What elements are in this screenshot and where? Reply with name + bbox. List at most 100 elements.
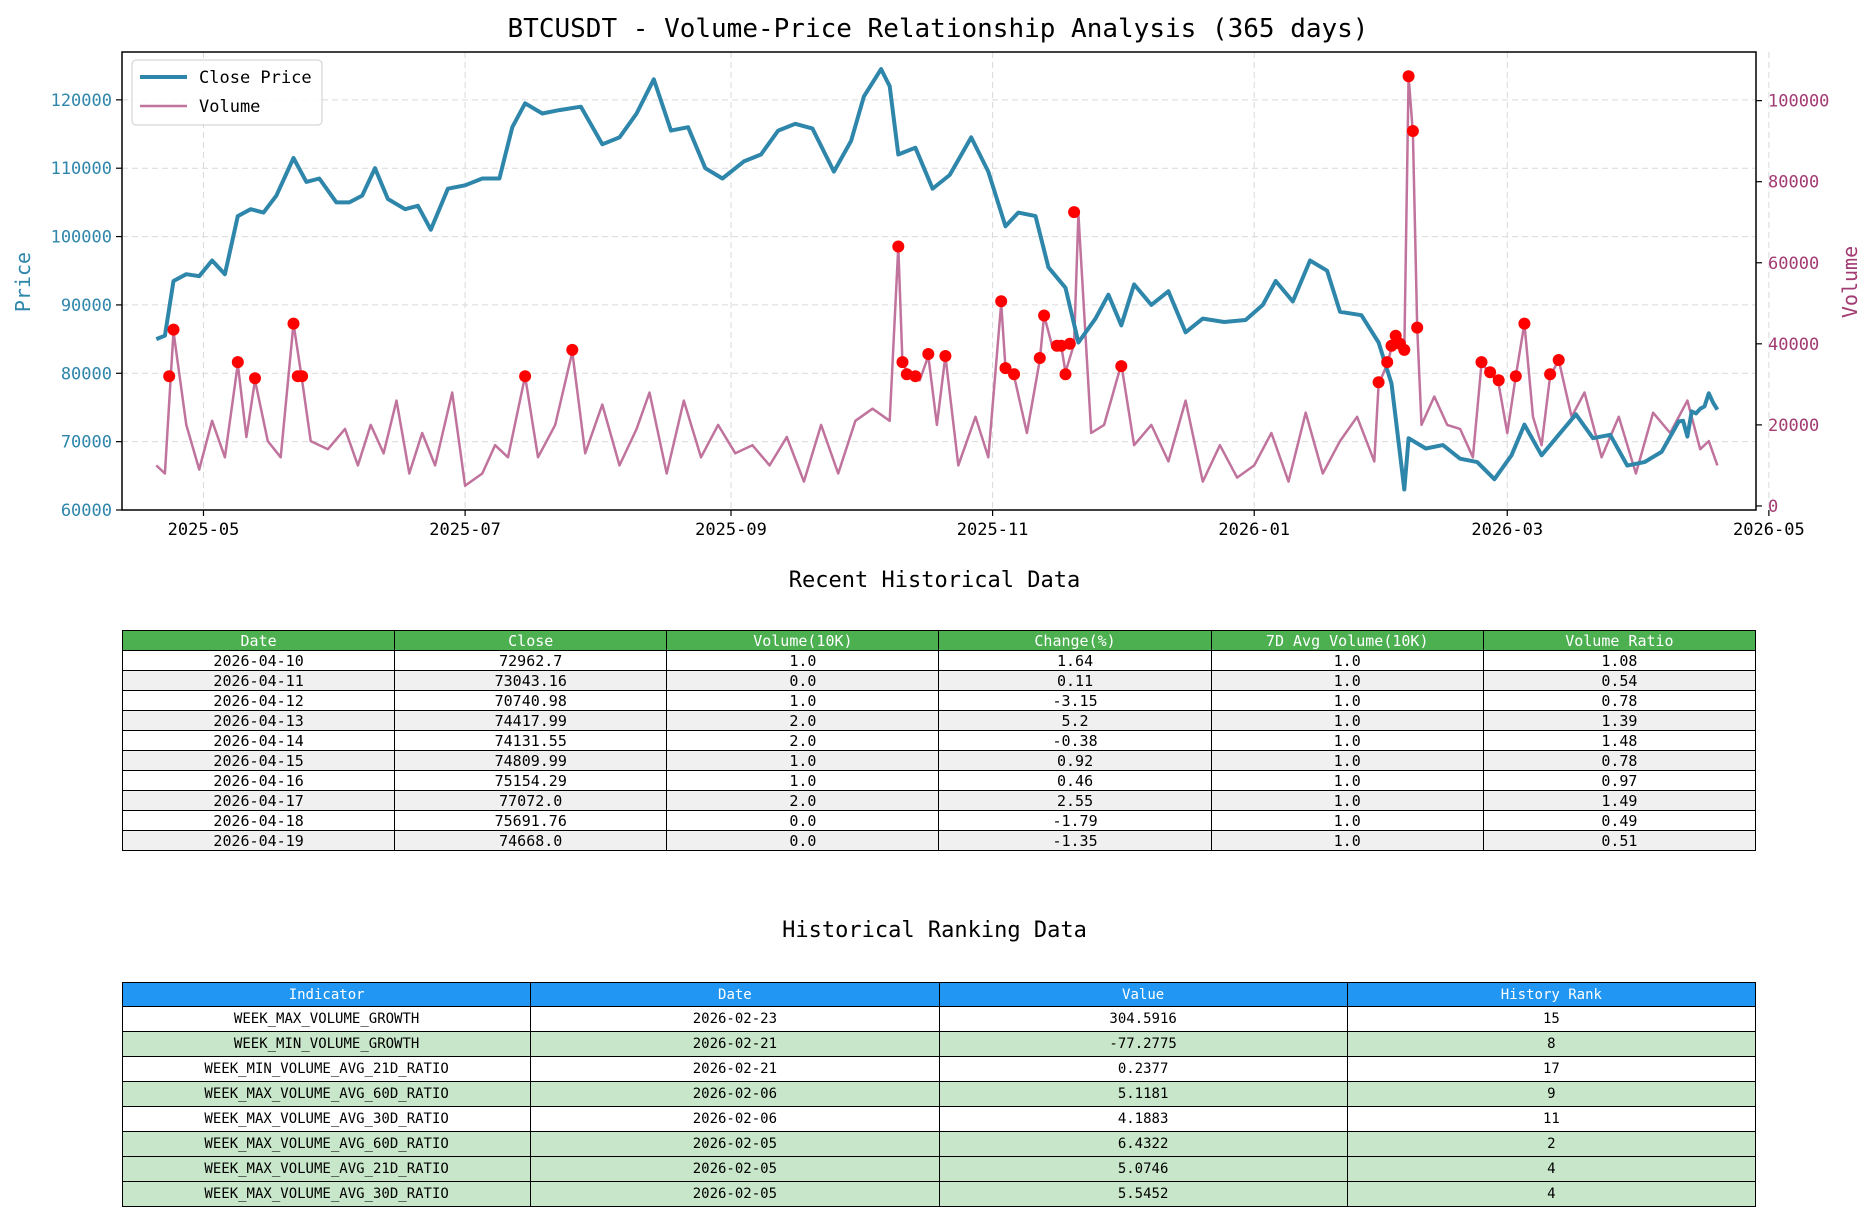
table-cell: -77.2775	[938, 1031, 1348, 1057]
table-cell: 74131.55	[394, 730, 668, 751]
volume-spike-marker	[1115, 360, 1128, 373]
table-row: WEEK_MAX_VOLUME_AVG_60D_RATIO 2026-02-06 5…	[121, 1081, 1757, 1107]
column-header: Change(%)	[938, 630, 1212, 651]
table-row: WEEK_MAX_VOLUME_AVG_21D_RATIO 2026-02-05 5…	[121, 1156, 1757, 1182]
y-axis-label-price: Price	[11, 252, 35, 312]
table-cell: 1.0	[1210, 650, 1484, 671]
table-cell: 2026-02-06	[530, 1106, 940, 1132]
table-cell: WEEK_MIN_VOLUME_GROWTH	[121, 1031, 532, 1057]
table-cell: -1.79	[938, 810, 1212, 831]
table-cell: 2026-02-06	[530, 1081, 940, 1107]
column-header: 7D Avg Volume(10K)	[1210, 630, 1484, 651]
volume-spike-marker	[939, 350, 952, 362]
volume-spike-marker	[287, 317, 300, 330]
legend-volume-label: Volume	[199, 97, 260, 117]
table-cell: 1.0	[666, 690, 940, 711]
table-cell: 0.97	[1482, 770, 1757, 791]
table-cell: 2026-04-11	[121, 670, 396, 691]
chart-title: BTCUSDT - Volume-Price Relationship Anal…	[508, 14, 1369, 44]
volume-spike-marker	[995, 295, 1008, 308]
volume-spike-marker	[1398, 343, 1411, 356]
volume-spike-marker	[1509, 370, 1522, 383]
table-cell: 74668.0	[394, 830, 668, 851]
table-cell: 2026-04-16	[121, 770, 396, 791]
table-cell: 2	[1346, 1131, 1757, 1157]
table-cell: 2026-02-05	[530, 1156, 940, 1182]
table-row: 2026-04-15 74809.99 1.0 0.92 1.0 0.78	[121, 750, 1757, 771]
y-axis-label-volume: Volume	[1838, 246, 1862, 318]
volume-spike-marker	[892, 240, 905, 253]
volume-spike-marker	[296, 370, 309, 383]
table-cell: 4	[1346, 1156, 1757, 1182]
table-cell: 0.11	[938, 670, 1212, 691]
table-cell: 2026-02-23	[530, 1006, 940, 1032]
table-row: 2026-04-17 77072.0 2.0 2.55 1.0 1.49	[121, 790, 1757, 811]
close-price-line	[155, 67, 1720, 492]
table-cell: 0.78	[1482, 690, 1757, 711]
table-cell: 0.46	[938, 770, 1212, 791]
table-cell: 9	[1346, 1081, 1757, 1107]
table-row: 2026-04-13 74417.99 2.0 5.2 1.0 1.39	[121, 710, 1757, 731]
table-cell: 1.39	[1482, 710, 1757, 731]
y-tick-label: 80000	[61, 364, 112, 384]
table-row: 2026-04-16 75154.29 1.0 0.46 1.0 0.97	[121, 770, 1757, 791]
table-cell: 1.0	[1210, 750, 1484, 771]
table-cell: 0.0	[666, 830, 940, 851]
table-cell: 74417.99	[394, 710, 668, 731]
volume-spike-marker	[1411, 321, 1424, 334]
table-cell: 304.5916	[938, 1006, 1348, 1032]
volume-spike-marker	[1544, 368, 1557, 381]
table-cell: 1.0	[1210, 770, 1484, 791]
recent-history-table: Date Close Volume(10K) Change(%) 7D Avg Volu…	[121, 630, 1757, 851]
table-cell: 1.0	[1210, 810, 1484, 831]
column-header: Value	[938, 982, 1348, 1007]
table-cell: 1.0	[1210, 790, 1484, 811]
volume-spike-marker	[1381, 356, 1394, 369]
volume-series	[155, 75, 1719, 487]
volume-spike-marker	[922, 348, 935, 360]
volume-spike-marker	[1552, 354, 1565, 366]
table-cell: WEEK_MAX_VOLUME_AVG_60D_RATIO	[121, 1081, 532, 1107]
table-row: 2026-04-19 74668.0 0.0 -1.35 1.0 0.51	[121, 830, 1757, 851]
y2-tick-label: 0	[1768, 497, 1778, 517]
table-cell: 4.1883	[938, 1106, 1348, 1132]
table-cell: 0.51	[1482, 830, 1757, 851]
table-cell: 75691.76	[394, 810, 668, 831]
table-cell: 1.0	[1210, 830, 1484, 851]
table-cell: 1.48	[1482, 730, 1757, 751]
table-cell: 0.0	[666, 670, 940, 691]
table-cell: 1.0	[1210, 670, 1484, 691]
table-row: WEEK_MAX_VOLUME_AVG_30D_RATIO 2026-02-05 5…	[121, 1181, 1757, 1207]
table-cell: 77072.0	[394, 790, 668, 811]
table-cell: 2026-04-12	[121, 690, 396, 711]
volume-spike-marker	[1068, 206, 1081, 219]
table-cell: 5.0746	[938, 1156, 1348, 1182]
historical-ranking-table: Indicator Date Value History Rank WEEK_MAX_…	[121, 982, 1757, 1207]
table-cell: 1.0	[666, 750, 940, 771]
axes: 2025-05 2025-07 2025-09 2025-11 2026-01 2026-…	[51, 91, 1830, 540]
table-row: WEEK_MIN_VOLUME_AVG_21D_RATIO 2026-02-21 0…	[121, 1056, 1757, 1082]
y2-tick-label: 100000	[1768, 92, 1829, 112]
y-tick-label: 70000	[61, 433, 112, 453]
table-cell: 2026-04-15	[121, 750, 396, 771]
volume-spike-marker	[896, 356, 909, 369]
table-cell: 1.0	[666, 770, 940, 791]
table-cell: 2.0	[666, 790, 940, 811]
volume-spike-marker	[566, 343, 579, 356]
table-cell: 75154.29	[394, 770, 668, 791]
y2-tick-label: 40000	[1768, 335, 1819, 355]
volume-spike-marker	[1059, 368, 1072, 381]
recent-table-title: Recent Historical Data	[788, 568, 1081, 593]
volume-spike-marker	[163, 370, 176, 383]
table-cell: 8	[1346, 1031, 1757, 1057]
volume-spike-marker	[1008, 368, 1021, 381]
table-cell: 17	[1346, 1056, 1757, 1082]
x-tick-label: 2025-05	[168, 520, 240, 540]
table-cell: 1.0	[1210, 690, 1484, 711]
volume-spike-marker	[231, 356, 244, 369]
x-tick-label: 2026-05	[1733, 520, 1805, 540]
plot-frame	[121, 51, 1757, 511]
table-cell: WEEK_MAX_VOLUME_AVG_30D_RATIO	[121, 1106, 532, 1132]
x-tick-label: 2026-01	[1218, 520, 1290, 540]
y2-tick-label: 20000	[1768, 416, 1819, 436]
